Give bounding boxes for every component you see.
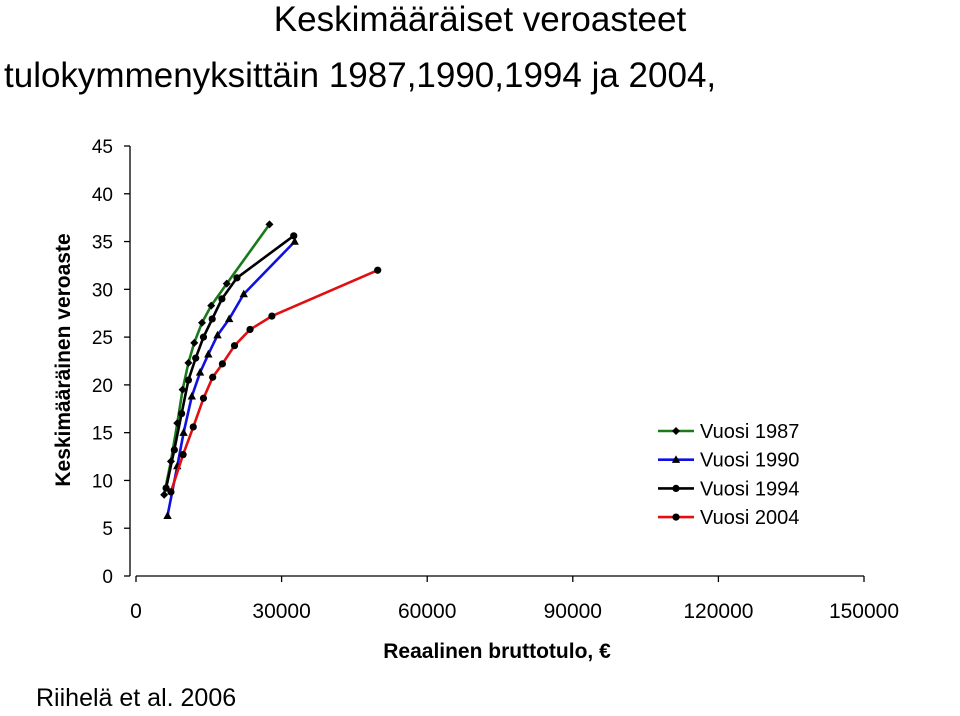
data-point-marker — [290, 232, 298, 240]
legend-label: Vuosi 2004 — [700, 507, 799, 529]
data-point-marker — [374, 266, 382, 274]
data-point-marker — [178, 385, 187, 394]
data-point-marker — [290, 237, 299, 245]
chart-title-line-1: Keskimääräiset veroasteet — [273, 0, 687, 39]
data-point-marker — [192, 354, 200, 362]
y-tick-label: 5 — [102, 519, 113, 540]
data-point-marker — [170, 446, 178, 454]
data-point-marker — [199, 333, 208, 341]
data-point-marker — [208, 315, 216, 323]
series-vuosi-1990 — [163, 237, 299, 519]
data-point-marker — [184, 358, 193, 367]
legend-entry: Vuosi 1994 — [658, 478, 799, 500]
y-tick-label: 15 — [92, 424, 113, 445]
y-tick-label: 30 — [92, 280, 113, 301]
data-point-marker — [167, 488, 175, 496]
series-line — [166, 240, 296, 517]
y-tick-label: 45 — [92, 137, 113, 158]
data-point-marker — [199, 394, 208, 402]
series-line — [162, 223, 271, 496]
data-point-marker — [265, 220, 274, 229]
data-point-marker — [162, 484, 170, 492]
x-tick-label: 30000 — [252, 600, 310, 623]
data-point-marker — [672, 513, 680, 521]
data-point-marker — [179, 451, 187, 459]
data-point-marker — [671, 455, 681, 463]
y-tick-label: 40 — [92, 185, 113, 206]
legend-entry: Vuosi 2004 — [658, 507, 799, 529]
x-tick-label: 90000 — [544, 600, 602, 623]
y-tick-label: 10 — [92, 471, 113, 492]
chart-title-line-2: tulokymmenyksittäin 1987,1990,1994 ja 20… — [4, 56, 717, 95]
series-vuosi-1987 — [160, 220, 274, 499]
data-point-marker — [209, 373, 217, 381]
data-point-marker — [230, 342, 239, 350]
data-point-marker — [198, 318, 207, 327]
series-vuosi-2004 — [167, 266, 382, 496]
source-citation: Riihelä et al. 2006 — [36, 684, 237, 712]
data-point-marker — [672, 484, 680, 492]
data-point-marker — [246, 325, 254, 334]
data-point-marker — [179, 428, 188, 436]
x-axis-label: Reaalinen bruttotulo, € — [383, 640, 611, 663]
series-vuosi-1994 — [162, 232, 298, 492]
series-line — [164, 234, 295, 489]
data-point-marker — [224, 314, 234, 323]
data-point-marker — [239, 289, 248, 298]
y-tick-label: 35 — [92, 233, 113, 254]
x-tick-label: 60000 — [398, 600, 456, 623]
data-point-marker — [268, 312, 276, 320]
legend-label: Vuosi 1994 — [700, 478, 799, 500]
y-axis-label: Keskimääräinen veroaste — [52, 233, 75, 486]
data-point-marker — [184, 376, 193, 384]
data-point-marker — [218, 360, 226, 368]
legend: Vuosi 1987 Vuosi 1990 Vuosi 1994 Vuosi 2004 — [658, 421, 799, 529]
series-line — [169, 269, 379, 493]
legend-label: Vuosi 1990 — [700, 450, 799, 472]
legend-entry: Vuosi 1987 — [658, 421, 799, 443]
y-tick-label: 25 — [92, 328, 113, 349]
data-point-marker — [204, 349, 213, 358]
data-point-marker — [207, 301, 216, 310]
data-point-marker — [195, 367, 205, 376]
y-tick-label: 20 — [92, 376, 113, 397]
data-point-marker — [218, 295, 226, 303]
data-point-marker — [163, 511, 172, 519]
data-point-marker — [672, 427, 680, 435]
data-point-marker — [178, 409, 186, 418]
x-tick-label: 0 — [130, 600, 142, 623]
series-group — [160, 220, 382, 519]
data-point-marker — [233, 274, 241, 282]
y-tick-label: 0 — [102, 567, 113, 588]
x-tick-label: 120000 — [683, 600, 753, 623]
x-tick-label: 150000 — [829, 600, 899, 623]
data-point-marker — [187, 391, 197, 400]
legend-entry: Vuosi 1990 — [658, 450, 799, 472]
data-point-marker — [160, 490, 169, 499]
axes: 0 5 10 15 20 25 30 35 40 45 0 30000 60000 90000 120000… — [52, 137, 899, 663]
legend-label: Vuosi 1987 — [700, 421, 799, 443]
data-point-marker — [189, 423, 197, 431]
data-point-marker — [213, 330, 222, 339]
data-point-marker — [222, 279, 231, 288]
data-point-marker — [190, 338, 199, 347]
